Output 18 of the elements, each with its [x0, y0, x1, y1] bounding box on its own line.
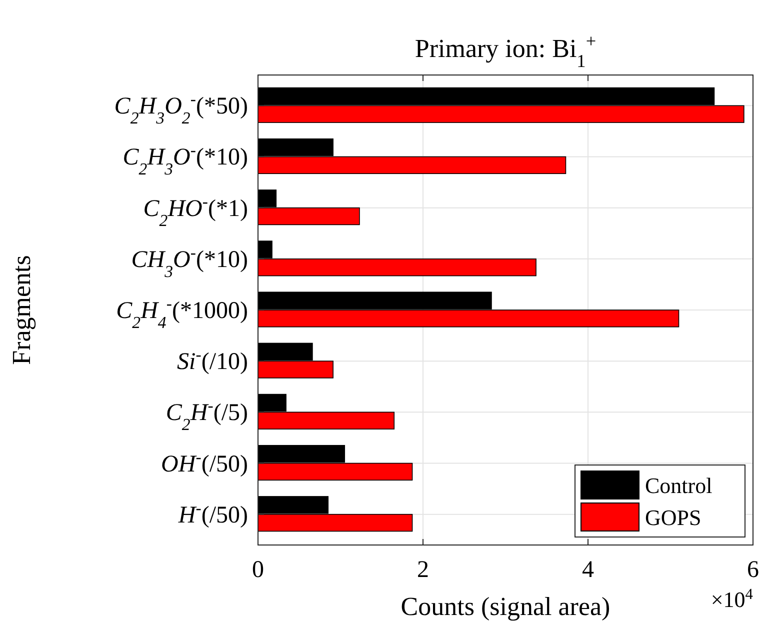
y-tick-label: C$_{2}$H$^{-}$(/5): [166, 396, 248, 434]
y-tick-label: Si$^{-}$(/10): [177, 344, 248, 376]
x-axis-title: Counts (signal area): [400, 592, 610, 621]
y-tick-label: C$_{2}$H$_{3}$O$^{-}$(*10): [122, 140, 248, 178]
x-tick-label: 2: [417, 557, 429, 583]
x-tick-label: 4: [582, 557, 594, 583]
legend-label: Control: [645, 473, 712, 498]
y-tick-label: H$^{-}$(/50): [177, 498, 248, 528]
text: ×10$^{4}$: [710, 586, 754, 612]
y-tick-label: C$_{2}$HO$^{-}$(*1): [143, 191, 248, 230]
y-axis-title: Fragments: [7, 255, 36, 365]
y-tick-label: C$_{2}$H$_{3}$O$_{2}$$^{-}$(*50): [114, 89, 248, 128]
y-tick-label: CH$_{3}$O$^{-}$(*10): [131, 242, 248, 280]
y-tick-label: C$_{2}$H$_{4}$$^{-}$(*1000): [116, 294, 248, 332]
y-tick-label: OH$^{-}$(/50): [161, 446, 248, 478]
x-tick-label: 6: [747, 557, 759, 583]
x-tick-label: 0: [252, 557, 264, 583]
legend-label: GOPS: [645, 505, 702, 530]
